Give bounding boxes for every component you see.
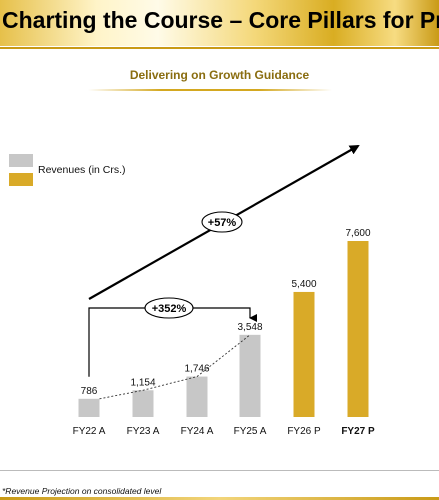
title-rule	[0, 47, 439, 49]
bar-fy22-a	[78, 398, 100, 417]
bar-fy24-a	[186, 376, 208, 417]
value-label: 1,746	[184, 364, 209, 375]
category-label: FY25 A	[234, 426, 267, 437]
legend-label: Revenues (in Crs.)	[38, 164, 126, 176]
category-label: FY24 A	[181, 426, 214, 437]
bar-fy26-p	[293, 291, 315, 417]
value-label: 786	[81, 386, 98, 397]
value-label: 7,600	[345, 228, 370, 239]
value-label: 5,400	[291, 279, 316, 290]
footnote: *Revenue Projection on consolidated leve…	[2, 486, 162, 496]
title-band: Charting the Course – Core Pillars for P…	[0, 0, 439, 46]
annotation-57: +57%	[208, 217, 237, 229]
footer-rule	[0, 470, 439, 471]
annotation-352: +352%	[152, 303, 187, 315]
category-label: FY22 A	[73, 426, 106, 437]
legend-swatch-actual	[9, 154, 33, 167]
bottom-band	[0, 497, 439, 500]
trend-dashed-line	[99, 334, 251, 400]
legend-swatch-projected	[9, 173, 33, 186]
bar-fy27-p	[347, 241, 369, 417]
bar-fy23-a	[132, 390, 154, 417]
chart-subtitle: Delivering on Growth Guidance	[129, 68, 310, 82]
bar-fy25-a	[239, 334, 261, 417]
annotation-352-ellipse	[144, 297, 194, 319]
category-label: FY27 P	[341, 426, 375, 437]
annotation-57-ellipse	[201, 211, 243, 233]
revenue-bar-chart: 786 FY22 A 1,154 FY23 A 1,746 FY24 A 3,548 FY25…	[73, 145, 375, 437]
value-label: 1,154	[130, 377, 155, 388]
category-label: FY23 A	[127, 426, 160, 437]
value-label: 3,548	[237, 322, 262, 333]
subtitle-rule	[88, 89, 332, 91]
page-title: Charting the Course – Core Pillars for P…	[2, 7, 439, 33]
category-label: FY26 P	[287, 426, 321, 437]
